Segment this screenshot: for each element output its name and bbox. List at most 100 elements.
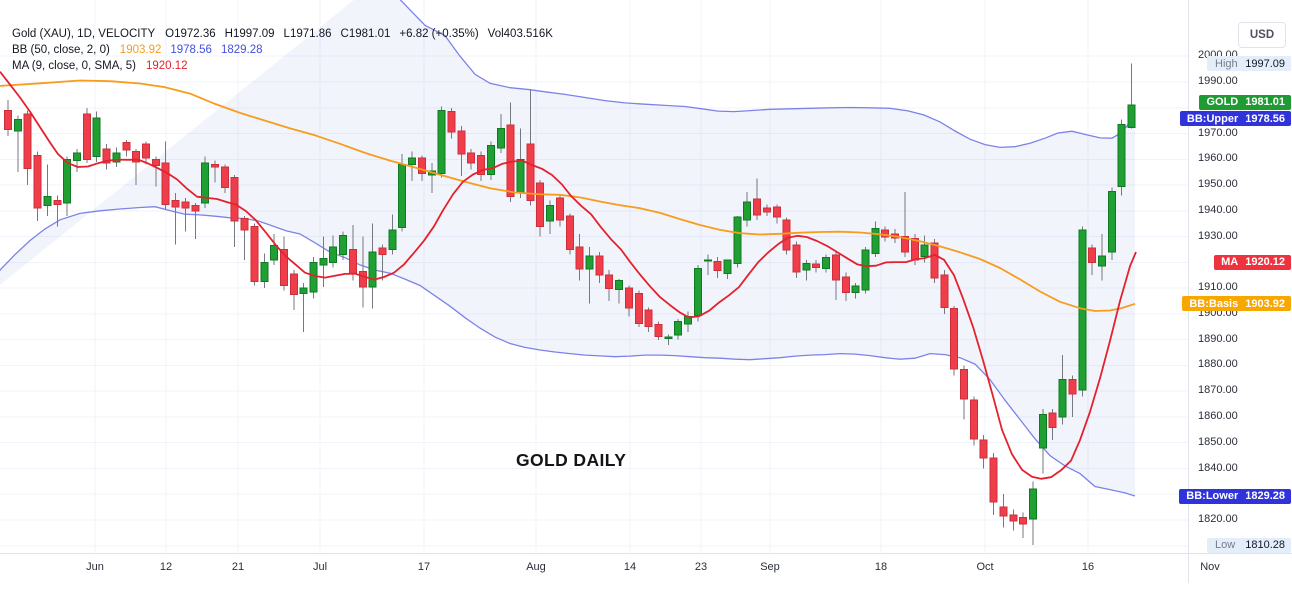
ohlc-open: O1972.36 bbox=[165, 28, 216, 40]
bb-lower-value: 1829.28 bbox=[220, 44, 263, 56]
candle-body bbox=[1029, 488, 1037, 520]
candle-body bbox=[792, 244, 801, 273]
volume-value: Vol403.516K bbox=[487, 28, 553, 40]
candle-body bbox=[753, 198, 762, 216]
candle-body bbox=[23, 113, 32, 169]
time-tick-label: 12 bbox=[159, 561, 173, 573]
candle-body bbox=[368, 251, 377, 288]
candle-body bbox=[43, 196, 52, 207]
candle-body bbox=[526, 143, 535, 202]
candle-body bbox=[299, 287, 308, 294]
candle-body bbox=[358, 270, 367, 288]
candle-body bbox=[595, 255, 604, 276]
bollinger-basis-line bbox=[0, 79, 1136, 312]
candle-body bbox=[940, 274, 949, 308]
time-tick-label: Oct bbox=[976, 561, 994, 573]
symbol-title[interactable]: Gold (XAU), 1D, VELOCITY bbox=[12, 28, 156, 40]
price-chart-pane[interactable] bbox=[0, 0, 1188, 553]
candle-body bbox=[132, 151, 141, 163]
time-tick-label: Sep bbox=[760, 561, 780, 573]
ma-value: 1920.12 bbox=[145, 60, 188, 72]
candle-body bbox=[802, 262, 811, 271]
candle-body bbox=[644, 309, 653, 327]
candle-body bbox=[1068, 379, 1077, 395]
price-scale[interactable]: 2000.00 1990.00 1970.00 1960.00 1950.00 1940.… bbox=[1179, 0, 1292, 583]
candle-body bbox=[920, 244, 929, 258]
candle-body bbox=[280, 249, 288, 287]
candle-body bbox=[92, 117, 101, 158]
candle-body bbox=[161, 162, 170, 205]
candle-body bbox=[772, 206, 781, 218]
candle-body bbox=[33, 154, 42, 209]
price-tick-label: 1930.00 bbox=[1198, 229, 1238, 242]
price-tick-label: 1820.00 bbox=[1198, 513, 1238, 525]
candle-body bbox=[575, 246, 584, 270]
bb-upper-value: 1978.56 bbox=[170, 44, 212, 56]
ma-indicator-title[interactable]: MA (9, close, 0, SMA, 5) bbox=[12, 60, 136, 72]
candle-body bbox=[230, 176, 239, 222]
bb-basis-label: BB:Basis 1903.92 bbox=[1182, 296, 1291, 312]
candle-body bbox=[979, 439, 988, 459]
candle-body bbox=[378, 247, 387, 256]
candlestick-chart[interactable] bbox=[0, 0, 1188, 553]
price-tick-label: 1970.00 bbox=[1198, 126, 1238, 139]
candle-body bbox=[546, 205, 555, 222]
candle-body bbox=[63, 158, 72, 204]
time-tick-label: Jun bbox=[86, 561, 104, 573]
candle-body bbox=[634, 292, 643, 324]
candle-body bbox=[664, 336, 673, 339]
candle-body bbox=[536, 182, 545, 227]
candle-body bbox=[1019, 516, 1028, 525]
candle-body bbox=[250, 225, 259, 283]
candle-body bbox=[496, 127, 505, 149]
price-tick-label: 1880.00 bbox=[1198, 358, 1238, 371]
bb-indicator-title[interactable]: BB (50, close, 2, 0) bbox=[12, 44, 110, 56]
candle-body bbox=[516, 158, 525, 194]
candle-body bbox=[822, 257, 830, 270]
candle-body bbox=[565, 215, 574, 250]
candle-body bbox=[1098, 255, 1106, 267]
legend-symbol-row[interactable]: Gold (XAU), 1D, VELOCITY O1972.36 H1997.… bbox=[12, 26, 553, 42]
price-tick-label: 1960.00 bbox=[1198, 152, 1238, 165]
candle-body bbox=[1127, 104, 1136, 128]
candle-body bbox=[53, 200, 62, 205]
time-scale[interactable]: Jun 12 21 Jul 17 Aug 14 23 Sep 18 Oct 16 Nov bbox=[0, 553, 1292, 584]
candle-body bbox=[743, 201, 752, 221]
candle-body bbox=[1009, 514, 1018, 522]
candle-body bbox=[457, 130, 466, 155]
legend-ma-row[interactable]: MA (9, close, 0, SMA, 5) 1920.12 bbox=[12, 58, 553, 74]
candle-body bbox=[319, 258, 328, 266]
candle-body bbox=[220, 166, 229, 189]
candle-body bbox=[624, 287, 633, 309]
candle-body bbox=[762, 207, 771, 213]
candle-body bbox=[309, 261, 318, 293]
price-tick-label: 1840.00 bbox=[1198, 461, 1238, 474]
candle-body bbox=[733, 216, 742, 264]
candle-body bbox=[142, 143, 150, 159]
price-tick-label: 1990.00 bbox=[1198, 75, 1238, 87]
candle-body bbox=[881, 229, 890, 238]
candle-body bbox=[1048, 412, 1057, 428]
gold-last-price: GOLD 1981.01 bbox=[1199, 94, 1291, 110]
candle-body bbox=[555, 197, 564, 221]
legend: Gold (XAU), 1D, VELOCITY O1972.36 H1997.… bbox=[12, 26, 553, 74]
price-tick-label: 1950.00 bbox=[1198, 178, 1238, 191]
bb-lower-label: BB:Lower 1829.28 bbox=[1179, 488, 1291, 504]
candle-body bbox=[408, 157, 417, 165]
time-tick-label: Jul bbox=[312, 561, 328, 573]
candle-body bbox=[4, 109, 12, 131]
candle-body bbox=[486, 145, 495, 176]
price-tick-label: 1940.00 bbox=[1198, 203, 1238, 216]
candle-body bbox=[930, 242, 939, 279]
candle-body bbox=[693, 268, 702, 316]
ma-label: MA 1920.12 bbox=[1214, 254, 1291, 270]
candle-body bbox=[73, 152, 81, 162]
candle-body bbox=[713, 261, 722, 272]
legend-bb-row[interactable]: BB (50, close, 2, 0) 1903.92 1978.56 182… bbox=[12, 42, 553, 58]
candle-body bbox=[615, 280, 624, 290]
high-label: High 1997.09 bbox=[1207, 56, 1291, 72]
currency-button[interactable]: USD bbox=[1238, 22, 1286, 48]
candle-body bbox=[102, 148, 111, 164]
candle-body bbox=[871, 227, 880, 254]
candle-body bbox=[388, 229, 397, 250]
